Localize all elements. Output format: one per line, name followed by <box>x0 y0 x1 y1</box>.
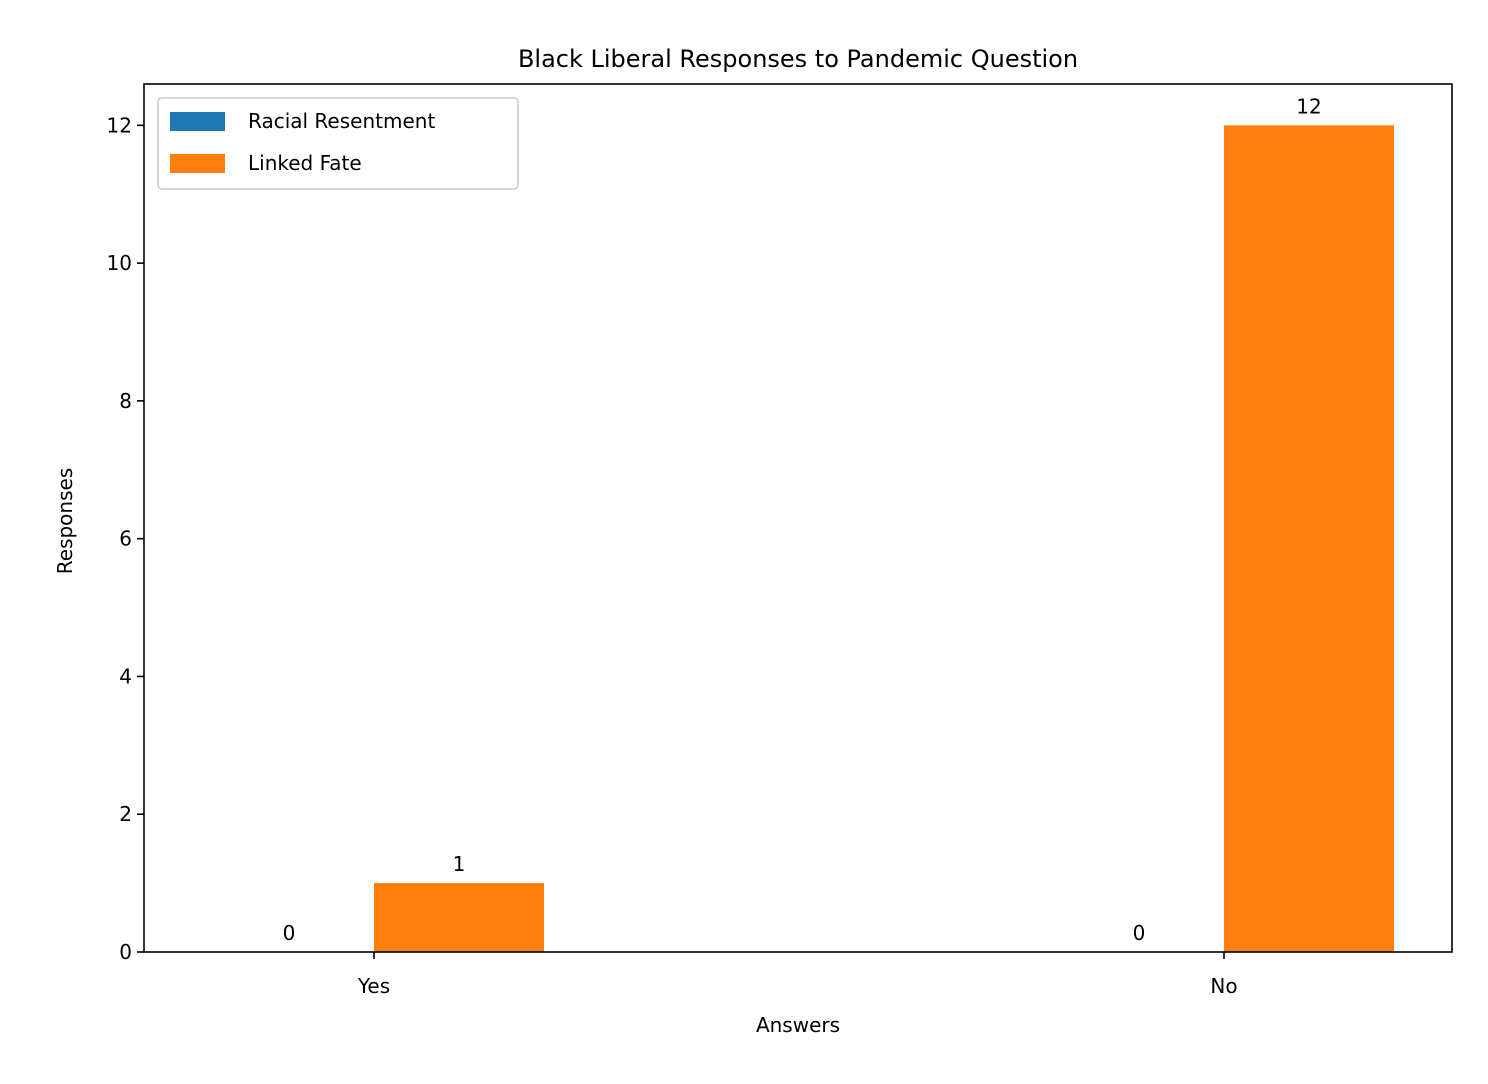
x-axis: Yes No <box>357 952 1238 998</box>
legend-box <box>157 97 519 190</box>
plot-frame <box>143 83 1453 953</box>
legend: Racial Resentment Linked Fate <box>157 97 519 190</box>
chart-title: Black Liberal Responses to Pandemic Ques… <box>518 45 1078 73</box>
data-label: 1 <box>453 852 466 876</box>
y-axis: 0 2 4 6 8 10 12 <box>107 113 144 964</box>
x-tick-label: Yes <box>357 974 390 998</box>
legend-swatch-racial-resentment <box>170 112 225 131</box>
y-tick-label: 2 <box>119 802 132 826</box>
y-tick-label: 10 <box>107 251 132 275</box>
y-axis-label: Responses <box>53 468 77 574</box>
y-tick-label: 4 <box>119 664 132 688</box>
x-axis-label: Answers <box>756 1013 840 1037</box>
legend-label-racial-resentment: Racial Resentment <box>248 109 435 133</box>
y-tick-label: 12 <box>107 113 132 137</box>
y-tick-label: 0 <box>119 940 132 964</box>
bar-linked-fate-no <box>1224 125 1394 953</box>
bars-layer <box>374 125 1394 953</box>
data-labels-layer: 0 0 1 12 <box>283 94 1322 945</box>
data-label: 0 <box>1133 921 1146 945</box>
bar-linked-fate-yes <box>374 883 544 952</box>
legend-label-linked-fate: Linked Fate <box>248 151 362 175</box>
y-tick-label: 6 <box>119 527 132 551</box>
legend-swatch-linked-fate <box>170 154 225 173</box>
data-label: 0 <box>283 921 296 945</box>
x-tick-label: No <box>1210 974 1237 998</box>
data-label: 12 <box>1296 94 1321 118</box>
y-tick-label: 8 <box>119 389 132 413</box>
